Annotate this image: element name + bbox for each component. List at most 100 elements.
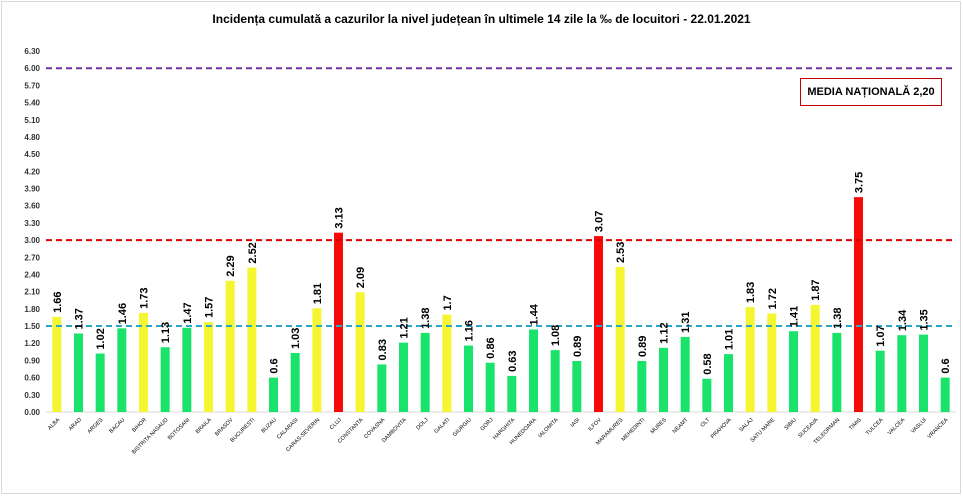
value-label: 0.6 xyxy=(269,358,281,373)
category-label: TULCEA xyxy=(865,417,885,437)
category-label: OLT xyxy=(700,417,712,429)
category-label: ARAD xyxy=(68,417,83,432)
value-label: 0.89 xyxy=(572,336,584,357)
bar-botosani xyxy=(182,327,192,412)
bar-arges xyxy=(95,353,105,412)
category-label: VALCEA xyxy=(887,417,907,437)
category-label: BRAILA xyxy=(195,417,213,435)
bar-gorj xyxy=(485,362,495,412)
category-label: SALAJ xyxy=(738,417,754,433)
value-label: 1.72 xyxy=(767,288,779,309)
y-tick-label: 1.50 xyxy=(24,322,40,331)
category-label: MURES xyxy=(650,417,669,436)
value-label: 2.53 xyxy=(615,242,627,263)
bar-suceava xyxy=(810,304,820,412)
value-label: 1.12 xyxy=(659,322,671,343)
category-label: BUZAU xyxy=(260,417,277,434)
y-tick-label: 4.80 xyxy=(24,133,40,142)
bar-maramures xyxy=(615,267,625,412)
bar-braila xyxy=(204,322,213,412)
category-label: CLUJ xyxy=(329,417,343,431)
value-label: 1.21 xyxy=(399,317,411,338)
bar-vrancea xyxy=(940,377,950,412)
value-label: 1.35 xyxy=(919,309,931,330)
category-label: MEHEDINTI xyxy=(621,417,647,443)
category-label: IALOMITA xyxy=(537,417,559,439)
value-label: 1.13 xyxy=(160,322,172,343)
bar-giurgiu xyxy=(464,345,473,412)
y-tick-label: 1.20 xyxy=(24,339,40,348)
y-tick-label: 6.30 xyxy=(24,47,40,56)
y-tick-label: 5.40 xyxy=(24,99,40,108)
bar-constanta xyxy=(355,292,365,412)
value-label: 1.47 xyxy=(182,302,194,323)
category-label: BIHOR xyxy=(131,417,148,434)
category-label: PRAHOVA xyxy=(710,417,733,440)
bar-olt xyxy=(702,378,712,412)
bar-covasna xyxy=(377,364,387,412)
value-label: 1.01 xyxy=(724,329,736,350)
category-label: SIBIU xyxy=(784,417,798,431)
bar-calarasi xyxy=(290,352,300,412)
category-label: ILFOV xyxy=(587,417,603,433)
value-label: 0.86 xyxy=(485,337,497,358)
category-label: SUCEAVA xyxy=(797,417,819,439)
value-label: 0.58 xyxy=(702,353,714,374)
category-label: NEAMT xyxy=(672,417,690,435)
value-label: 1.07 xyxy=(875,325,887,346)
y-tick-label: 3.60 xyxy=(24,202,40,211)
bar-buzau xyxy=(269,377,278,412)
y-tick-label: 0.30 xyxy=(24,391,40,400)
bar-iasi xyxy=(572,361,582,412)
bar-arad xyxy=(74,333,83,412)
category-label: VASLUI xyxy=(910,417,928,435)
y-tick-label: 3.00 xyxy=(24,236,40,245)
y-tick-label: 2.70 xyxy=(24,253,40,262)
value-label: 1.44 xyxy=(529,303,541,325)
y-tick-label: 4.20 xyxy=(24,167,40,176)
y-tick-label: 3.90 xyxy=(24,185,40,194)
bar-bucuresti xyxy=(247,267,257,412)
bar-sibiu xyxy=(789,331,798,412)
bar-teleorman xyxy=(832,332,842,412)
bar-alba xyxy=(52,316,62,412)
category-label: ARGES xyxy=(87,417,105,435)
value-label: 1.34 xyxy=(897,309,909,331)
y-tick-label: 1.80 xyxy=(24,305,40,314)
bar-neamt xyxy=(680,336,690,412)
value-label: 1.16 xyxy=(464,320,476,341)
value-label: 1.7 xyxy=(442,295,454,310)
bar-satu-mare xyxy=(767,313,777,412)
bar-valcea xyxy=(897,335,907,412)
category-label: DOLJ xyxy=(415,417,429,431)
value-label: 1.02 xyxy=(95,328,107,349)
y-tick-label: 0.00 xyxy=(24,408,40,417)
value-label: 0.89 xyxy=(637,336,649,357)
value-label: 1.08 xyxy=(550,325,562,346)
y-tick-label: 0.60 xyxy=(24,374,40,383)
value-label: 1.31 xyxy=(680,312,692,333)
value-label: 3.07 xyxy=(594,211,606,232)
y-tick-label: 3.30 xyxy=(24,219,40,228)
bar-hunedoara xyxy=(529,329,538,412)
value-label: 2.29 xyxy=(225,255,237,276)
value-label: 3.75 xyxy=(854,172,866,193)
bar-bihor xyxy=(139,312,148,412)
value-label: 1.38 xyxy=(420,308,432,329)
value-label: 1.46 xyxy=(117,303,129,324)
bar-vaslui xyxy=(919,334,928,412)
category-label: GORJ xyxy=(480,417,495,432)
bar-bistrita-nasaud xyxy=(160,347,170,412)
y-tick-label: 4.50 xyxy=(24,150,40,159)
value-label: 3.13 xyxy=(334,207,346,228)
bar-dolj xyxy=(420,332,430,412)
bar-tulcea xyxy=(875,350,885,412)
y-tick-label: 2.40 xyxy=(24,270,40,279)
bar-bacau xyxy=(117,328,127,412)
value-label: 1.57 xyxy=(204,297,216,318)
category-label: TIMIS xyxy=(848,417,863,432)
category-label: BRASOV xyxy=(214,417,235,438)
bar-prahova xyxy=(724,354,733,412)
bar-ialomita xyxy=(550,350,560,412)
